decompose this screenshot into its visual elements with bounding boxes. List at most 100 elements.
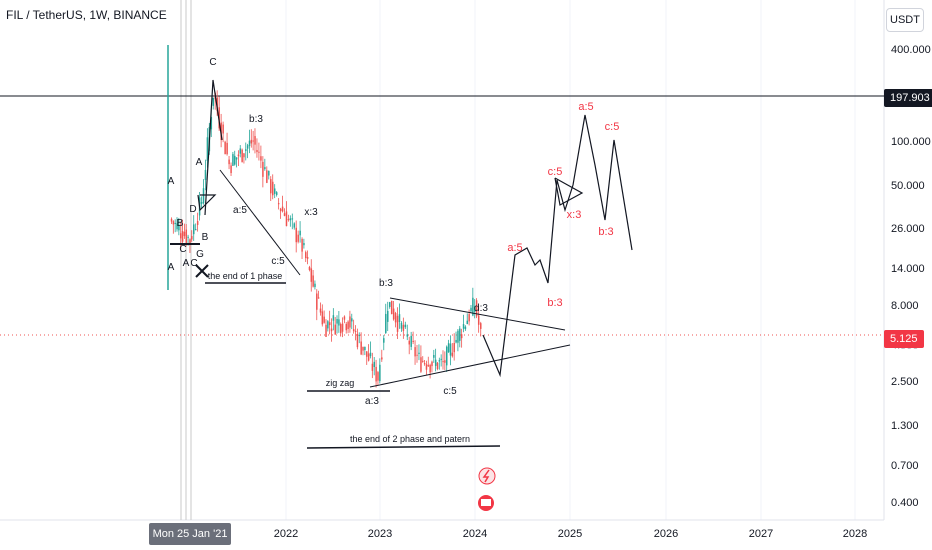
candle-body <box>204 169 207 180</box>
candle-body <box>436 362 439 369</box>
candle-body <box>283 213 286 216</box>
candle-body <box>228 159 230 165</box>
candle-body <box>299 230 301 236</box>
candle-body <box>248 140 251 147</box>
wave-label: B <box>177 218 184 229</box>
candle-body <box>442 361 444 363</box>
candle-body <box>316 293 318 310</box>
zig-zag-note: zig zag <box>326 378 355 388</box>
candle-body <box>272 181 274 196</box>
projection-label: a:5 <box>578 101 593 113</box>
candle-body <box>406 334 409 337</box>
candle-body <box>351 318 353 322</box>
candle-body <box>193 224 195 235</box>
candle-body <box>446 346 448 366</box>
candle-body <box>321 311 324 325</box>
candle-body <box>174 222 176 225</box>
y-tick: 400.000 <box>891 44 931 56</box>
candle-body <box>352 329 355 332</box>
candle-body <box>360 341 362 355</box>
wave-label: c:5 <box>443 386 457 397</box>
x-tick: 2025 <box>557 528 583 540</box>
candle-body <box>388 302 391 307</box>
wave-c-drawing <box>204 79 223 216</box>
small-triangle-drawing <box>197 194 217 212</box>
projection-label: a:5 <box>507 242 522 254</box>
y-tick: 14.000 <box>891 263 925 275</box>
last-price-tag: 5.125 <box>884 330 924 348</box>
wave-label: D <box>189 204 196 215</box>
candle-body <box>431 361 433 367</box>
candle-body <box>189 239 191 244</box>
candle-body <box>245 149 247 151</box>
candle-body <box>196 221 199 225</box>
y-tick: 8.000 <box>891 300 919 312</box>
candle-body <box>422 360 424 362</box>
candle-body <box>410 335 412 347</box>
candle-body <box>341 323 344 332</box>
candle-body <box>338 319 340 326</box>
candle-body <box>477 315 480 325</box>
candle-body <box>434 359 437 366</box>
candle-body <box>427 365 430 367</box>
candle-body <box>425 364 428 370</box>
candle-body <box>349 316 351 328</box>
candle-body <box>314 283 316 288</box>
x-tick: 2022 <box>273 528 299 540</box>
candle-body <box>170 218 173 222</box>
candle-body <box>237 154 240 157</box>
flag-icon-glyph <box>481 499 491 506</box>
candle-body <box>468 314 470 322</box>
candle-body <box>470 307 472 312</box>
candle-body <box>230 165 232 174</box>
candle-body <box>254 136 256 145</box>
candle-body <box>358 334 361 336</box>
crosshair-date-label: Mon 25 Jan '21 <box>149 523 231 545</box>
y-tick: 0.700 <box>891 460 919 472</box>
wave-label: d:3 <box>474 303 488 314</box>
candle-body <box>194 229 197 231</box>
candle-body <box>433 354 435 358</box>
candle-body <box>239 148 242 154</box>
candle-body <box>408 340 411 345</box>
candle-body <box>256 149 258 153</box>
candle-body <box>264 167 266 170</box>
y-tick: 26.000 <box>891 223 925 235</box>
candle-body <box>325 324 327 337</box>
candle-body <box>412 340 414 342</box>
phase-2-note: the end of 2 phase and patern <box>350 434 470 444</box>
candle-body <box>200 202 203 204</box>
x-tick: 2023 <box>367 528 393 540</box>
candle-body <box>295 227 297 243</box>
candle-body <box>176 223 178 230</box>
candle-body <box>293 223 296 228</box>
candle-body <box>212 97 215 106</box>
candle-body <box>362 346 364 351</box>
symbol-title: FIL / TetherUS, 1W, BINANCE <box>6 8 167 22</box>
candle-body <box>394 313 397 323</box>
candle-body <box>429 364 431 373</box>
candle-body <box>291 218 294 220</box>
candle-body <box>457 330 459 343</box>
wave-label: x:3 <box>304 207 318 218</box>
candle-body <box>297 234 299 242</box>
candle-body <box>310 268 313 282</box>
candle-body <box>366 351 368 357</box>
candle-body <box>262 161 264 177</box>
cross-mark-line <box>195 264 209 278</box>
candle-body <box>392 308 395 320</box>
wave-label: C <box>190 258 197 269</box>
candle-body <box>232 154 234 166</box>
candle-body <box>449 343 452 356</box>
candle-body <box>191 236 193 240</box>
candle-body <box>303 243 305 246</box>
currency-button[interactable]: USDT <box>886 8 924 32</box>
candle-body <box>285 211 288 227</box>
candle-body <box>224 141 226 155</box>
candle-body <box>172 221 175 225</box>
level-price-tag: 197.903 <box>884 89 932 107</box>
candle-body <box>381 357 383 360</box>
candle-body <box>420 357 422 372</box>
